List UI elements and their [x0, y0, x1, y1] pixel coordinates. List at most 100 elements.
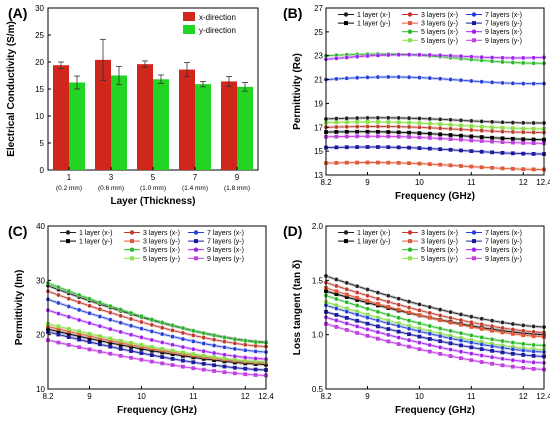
series-point	[344, 160, 349, 165]
legend-label: 9 layers (y-)	[485, 256, 522, 263]
y-tick-label: 20	[35, 58, 44, 67]
series-point	[386, 130, 391, 134]
series-line	[325, 316, 545, 364]
series-point	[355, 318, 360, 323]
legend-marker	[408, 21, 412, 26]
series-point	[520, 328, 526, 334]
series-point	[510, 129, 516, 135]
x-tick-sublabel: (1.4 mm)	[182, 185, 208, 192]
legend-marker	[472, 38, 476, 43]
series-point	[344, 328, 349, 332]
series-point	[406, 115, 412, 121]
series-point	[417, 321, 422, 326]
series-point	[170, 363, 175, 367]
y-tick-label: 30	[36, 276, 45, 285]
series-point	[354, 54, 360, 59]
legend-marker	[471, 29, 477, 34]
series-point	[355, 145, 360, 149]
series-point	[521, 333, 526, 338]
legend-label: 1 layer (y-)	[357, 21, 390, 28]
legend-label: 9 layers (x-)	[485, 247, 522, 254]
series-point	[149, 348, 154, 353]
series-point	[149, 337, 155, 343]
series-point	[417, 340, 422, 345]
series-point	[149, 322, 155, 328]
series-point	[386, 134, 391, 139]
series-point	[180, 344, 186, 350]
series-point	[334, 160, 339, 165]
panel-b: (B) 13 15 17 19 21 23 25 27 8.2 9 10 11 12 12.4 Frequen…	[283, 4, 550, 202]
series-point	[406, 52, 412, 57]
series-point	[334, 289, 339, 294]
series-point	[107, 326, 113, 332]
series-point	[354, 75, 360, 81]
series-point	[232, 353, 238, 359]
series-point	[160, 346, 165, 351]
series-point	[458, 127, 464, 132]
series-point	[365, 134, 370, 139]
legend-marker	[407, 247, 413, 252]
series-point	[87, 334, 92, 339]
series-point	[375, 74, 381, 80]
x-tick-label: 11	[189, 392, 198, 401]
series-point	[417, 121, 422, 125]
series-point	[469, 118, 474, 124]
series-point	[159, 320, 165, 325]
series-point	[510, 346, 516, 352]
series-point	[459, 133, 463, 138]
series-point	[437, 333, 443, 339]
series-point	[396, 52, 401, 58]
series-point	[118, 329, 123, 335]
series-point	[458, 330, 464, 336]
series-line	[47, 339, 267, 376]
series-point	[77, 334, 82, 339]
series-point	[437, 53, 443, 58]
series-point	[66, 335, 71, 339]
legend-marker	[471, 247, 477, 252]
series-point	[98, 349, 102, 354]
series-point	[520, 120, 526, 126]
series-point	[479, 316, 485, 322]
series-point	[500, 320, 505, 325]
x-tick-label: 10	[415, 392, 424, 401]
x-tick-sublabel: (1.0 mm)	[140, 185, 166, 192]
series-point	[344, 134, 349, 139]
series-point	[448, 77, 453, 82]
x-tick-label: 10	[137, 392, 146, 401]
series-point	[520, 129, 526, 135]
series-point	[438, 339, 443, 344]
legend-marker	[472, 21, 476, 26]
series-point	[427, 323, 433, 329]
series-point	[344, 321, 350, 326]
series-point	[97, 323, 103, 329]
x-tick-label: 11	[467, 178, 476, 187]
series-point	[531, 137, 536, 142]
series-point	[66, 288, 72, 294]
series-point	[56, 311, 61, 316]
series-point	[242, 342, 248, 348]
bar-x-7	[179, 69, 195, 170]
series-point	[438, 318, 443, 323]
series-point	[232, 357, 237, 362]
series-point	[406, 124, 412, 130]
series-line	[325, 135, 545, 144]
series-point	[344, 309, 350, 314]
series-point	[375, 329, 381, 335]
series-point	[396, 342, 401, 346]
series-point	[469, 358, 474, 363]
x-tick-label: 9	[365, 178, 370, 187]
series-point	[510, 364, 515, 369]
series-point	[386, 304, 391, 309]
x-tick-sublabel: (0.2 mm)	[56, 185, 82, 192]
series-line	[325, 117, 544, 124]
series-point	[459, 343, 463, 348]
series-point	[97, 314, 103, 319]
series-point	[521, 353, 526, 357]
series-point	[77, 331, 82, 336]
series-point	[354, 290, 360, 295]
series-point	[232, 346, 238, 352]
series-point	[437, 307, 443, 312]
series-point	[531, 329, 536, 335]
series-point	[459, 322, 463, 327]
series-point	[212, 355, 216, 359]
